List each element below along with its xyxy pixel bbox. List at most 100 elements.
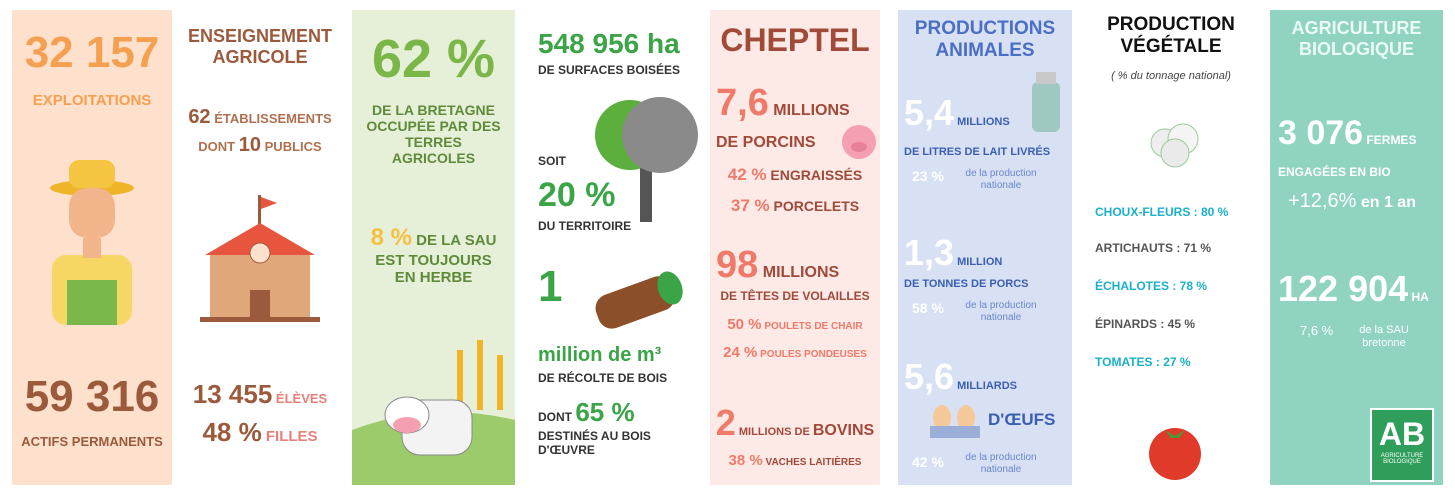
panel-terres: 62 % DE LA BRETAGNE OCCUPÉE PAR DES TERR… (352, 10, 515, 485)
label: ENGRAISSÉS (770, 167, 863, 183)
label: PORCELETS (773, 198, 860, 214)
value: 37 % (730, 196, 770, 215)
value: 7,6 (716, 82, 769, 124)
line: 42 % ENGRAISSÉS (710, 165, 880, 185)
share: 58 % (912, 300, 944, 316)
stat: 1 (538, 262, 563, 311)
item: TOMATES : 27 % (1095, 355, 1191, 369)
panel-bio: AGRICULTURE BIOLOGIQUE 3 076 FERMES ENGA… (1270, 10, 1443, 485)
label: DE PORCINS (716, 134, 816, 151)
value: 5,6 (904, 356, 955, 397)
line: 122 904 HA (1278, 268, 1429, 309)
stat: 548 956 ha (538, 28, 680, 59)
label: DESTINÉS AU BOIS D'ŒUVRE (538, 429, 651, 457)
label: DONT (198, 139, 236, 154)
title: ENSEIGNEMENT AGRICOLE (187, 26, 333, 67)
cauliflower-icon (1150, 123, 1199, 168)
label: DE TONNES DE PORCS (904, 278, 1029, 290)
value: +12,6% (1288, 190, 1357, 212)
share-label: de la SAU bretonne (1359, 324, 1409, 349)
line: 1,3 MILLION (904, 232, 1002, 273)
value: 3 076 (1278, 114, 1364, 152)
label: ACTIFS PERMANENTS (21, 434, 163, 449)
stat: 20 % (538, 176, 616, 214)
value: 65 % (575, 397, 635, 427)
tree-icon (595, 97, 698, 222)
label: DE SURFACES BOISÉES (538, 63, 681, 77)
panel-animales: PRODUCTIONS ANIMALES 5,4 MILLIONS DE LIT… (898, 10, 1072, 485)
log-icon (595, 271, 683, 329)
tomato-icon (1149, 428, 1201, 480)
label: EXPLOITATIONS (32, 92, 152, 109)
label: MILLION (957, 256, 1003, 268)
label: PUBLICS (264, 139, 322, 154)
title: PRODUCTION VÉGÉTALE (1107, 14, 1235, 57)
line: 37 % PORCELETS (710, 196, 880, 216)
logo-text: AB (1378, 416, 1426, 452)
line: 62 ÉTABLISSEMENTS (175, 106, 345, 129)
line: 5,6 MILLIARDS (904, 356, 1017, 397)
eggs-icon (930, 405, 980, 438)
label: ÉTABLISSEMENTS (214, 111, 332, 126)
label: D'ŒUFS (988, 410, 1056, 429)
label: DE RÉCOLTE DE BOIS (538, 371, 668, 385)
label: DONT (538, 410, 572, 424)
value: 38 % (728, 452, 763, 469)
share: 7,6 % (1300, 323, 1334, 338)
label: POULES PONDEUSES (760, 349, 867, 360)
label: ÉLÈVES (275, 391, 328, 406)
value: 98 (716, 244, 759, 286)
panel-enseignement: ENSEIGNEMENT AGRICOLE 62 ÉTABLISSEMENTS … (175, 10, 345, 485)
school-icon (200, 195, 320, 322)
value: 5,4 (904, 92, 955, 133)
label: BOVINS (812, 422, 875, 439)
label: DE LITRES DE LAIT LIVRÉS (904, 146, 1051, 158)
label: ENGAGÉES EN BIO (1278, 165, 1391, 179)
label: VACHES LAITIÈRES (765, 457, 862, 468)
line: 98 MILLIONS (716, 244, 839, 288)
farmer-icon (50, 160, 134, 325)
value: 50 % (727, 316, 762, 333)
line: 7,6 MILLIONS (716, 82, 850, 126)
value: 48 % (202, 417, 262, 447)
label: MILLIONS (762, 264, 840, 281)
line: 5,4 MILLIONS (904, 92, 1010, 133)
line: +12,6% en 1 an (1288, 190, 1416, 213)
cow-icon (352, 340, 515, 485)
item: ARTICHAUTS : 71 % (1095, 241, 1212, 255)
value: 1,3 (904, 232, 955, 273)
milk-icon (1032, 72, 1060, 132)
line: 24 % POULES PONDEUSES (710, 344, 880, 361)
value: 24 % (723, 344, 758, 361)
item: ÉPINARDS : 45 % (1095, 317, 1196, 331)
share-label: de la production nationale (965, 452, 1037, 475)
label: SOIT (538, 154, 567, 168)
pig-icon (842, 125, 876, 159)
value: 62 (188, 106, 211, 128)
stat: 59 316 (24, 372, 160, 421)
panel-bois: 548 956 ha DE SURFACES BOISÉES SOIT 20 %… (520, 10, 700, 485)
title: PRODUCTIONS ANIMALES (914, 18, 1056, 61)
label: FERMES (1366, 133, 1417, 147)
label: FILLES (265, 428, 318, 445)
share-label: de la production nationale (965, 168, 1037, 191)
line: 38 % VACHES LAITIÈRES (710, 452, 880, 469)
label: en 1 an (1360, 194, 1416, 211)
value: 10 (238, 134, 262, 156)
line: 13 455 ÉLÈVES (175, 379, 345, 410)
label: DE TÊTES DE VOLAILLES (720, 289, 870, 303)
title: CHEPTEL (720, 22, 870, 58)
line: 8 % DE LA SAU EST TOUJOURS EN HERBE (366, 224, 501, 286)
line: DONT 65 % (538, 397, 635, 428)
panel-cheptel: CHEPTEL 7,6 MILLIONS DE PORCINS 42 % ENG… (710, 10, 880, 485)
value: 122 904 (1278, 268, 1409, 309)
stat: million de m³ (538, 344, 662, 366)
item: ÉCHALOTES : 78 % (1095, 279, 1208, 293)
value: 8 % (370, 224, 412, 251)
logo-label: AGRICULTURE BIOLOGIQUE (1380, 453, 1424, 465)
line: DONT 10 PUBLICS (175, 134, 345, 157)
title: AGRICULTURE BIOLOGIQUE (1291, 18, 1422, 59)
label: MILLIONS (773, 102, 850, 119)
item: CHOUX-FLEURS : 80 % (1095, 205, 1229, 219)
